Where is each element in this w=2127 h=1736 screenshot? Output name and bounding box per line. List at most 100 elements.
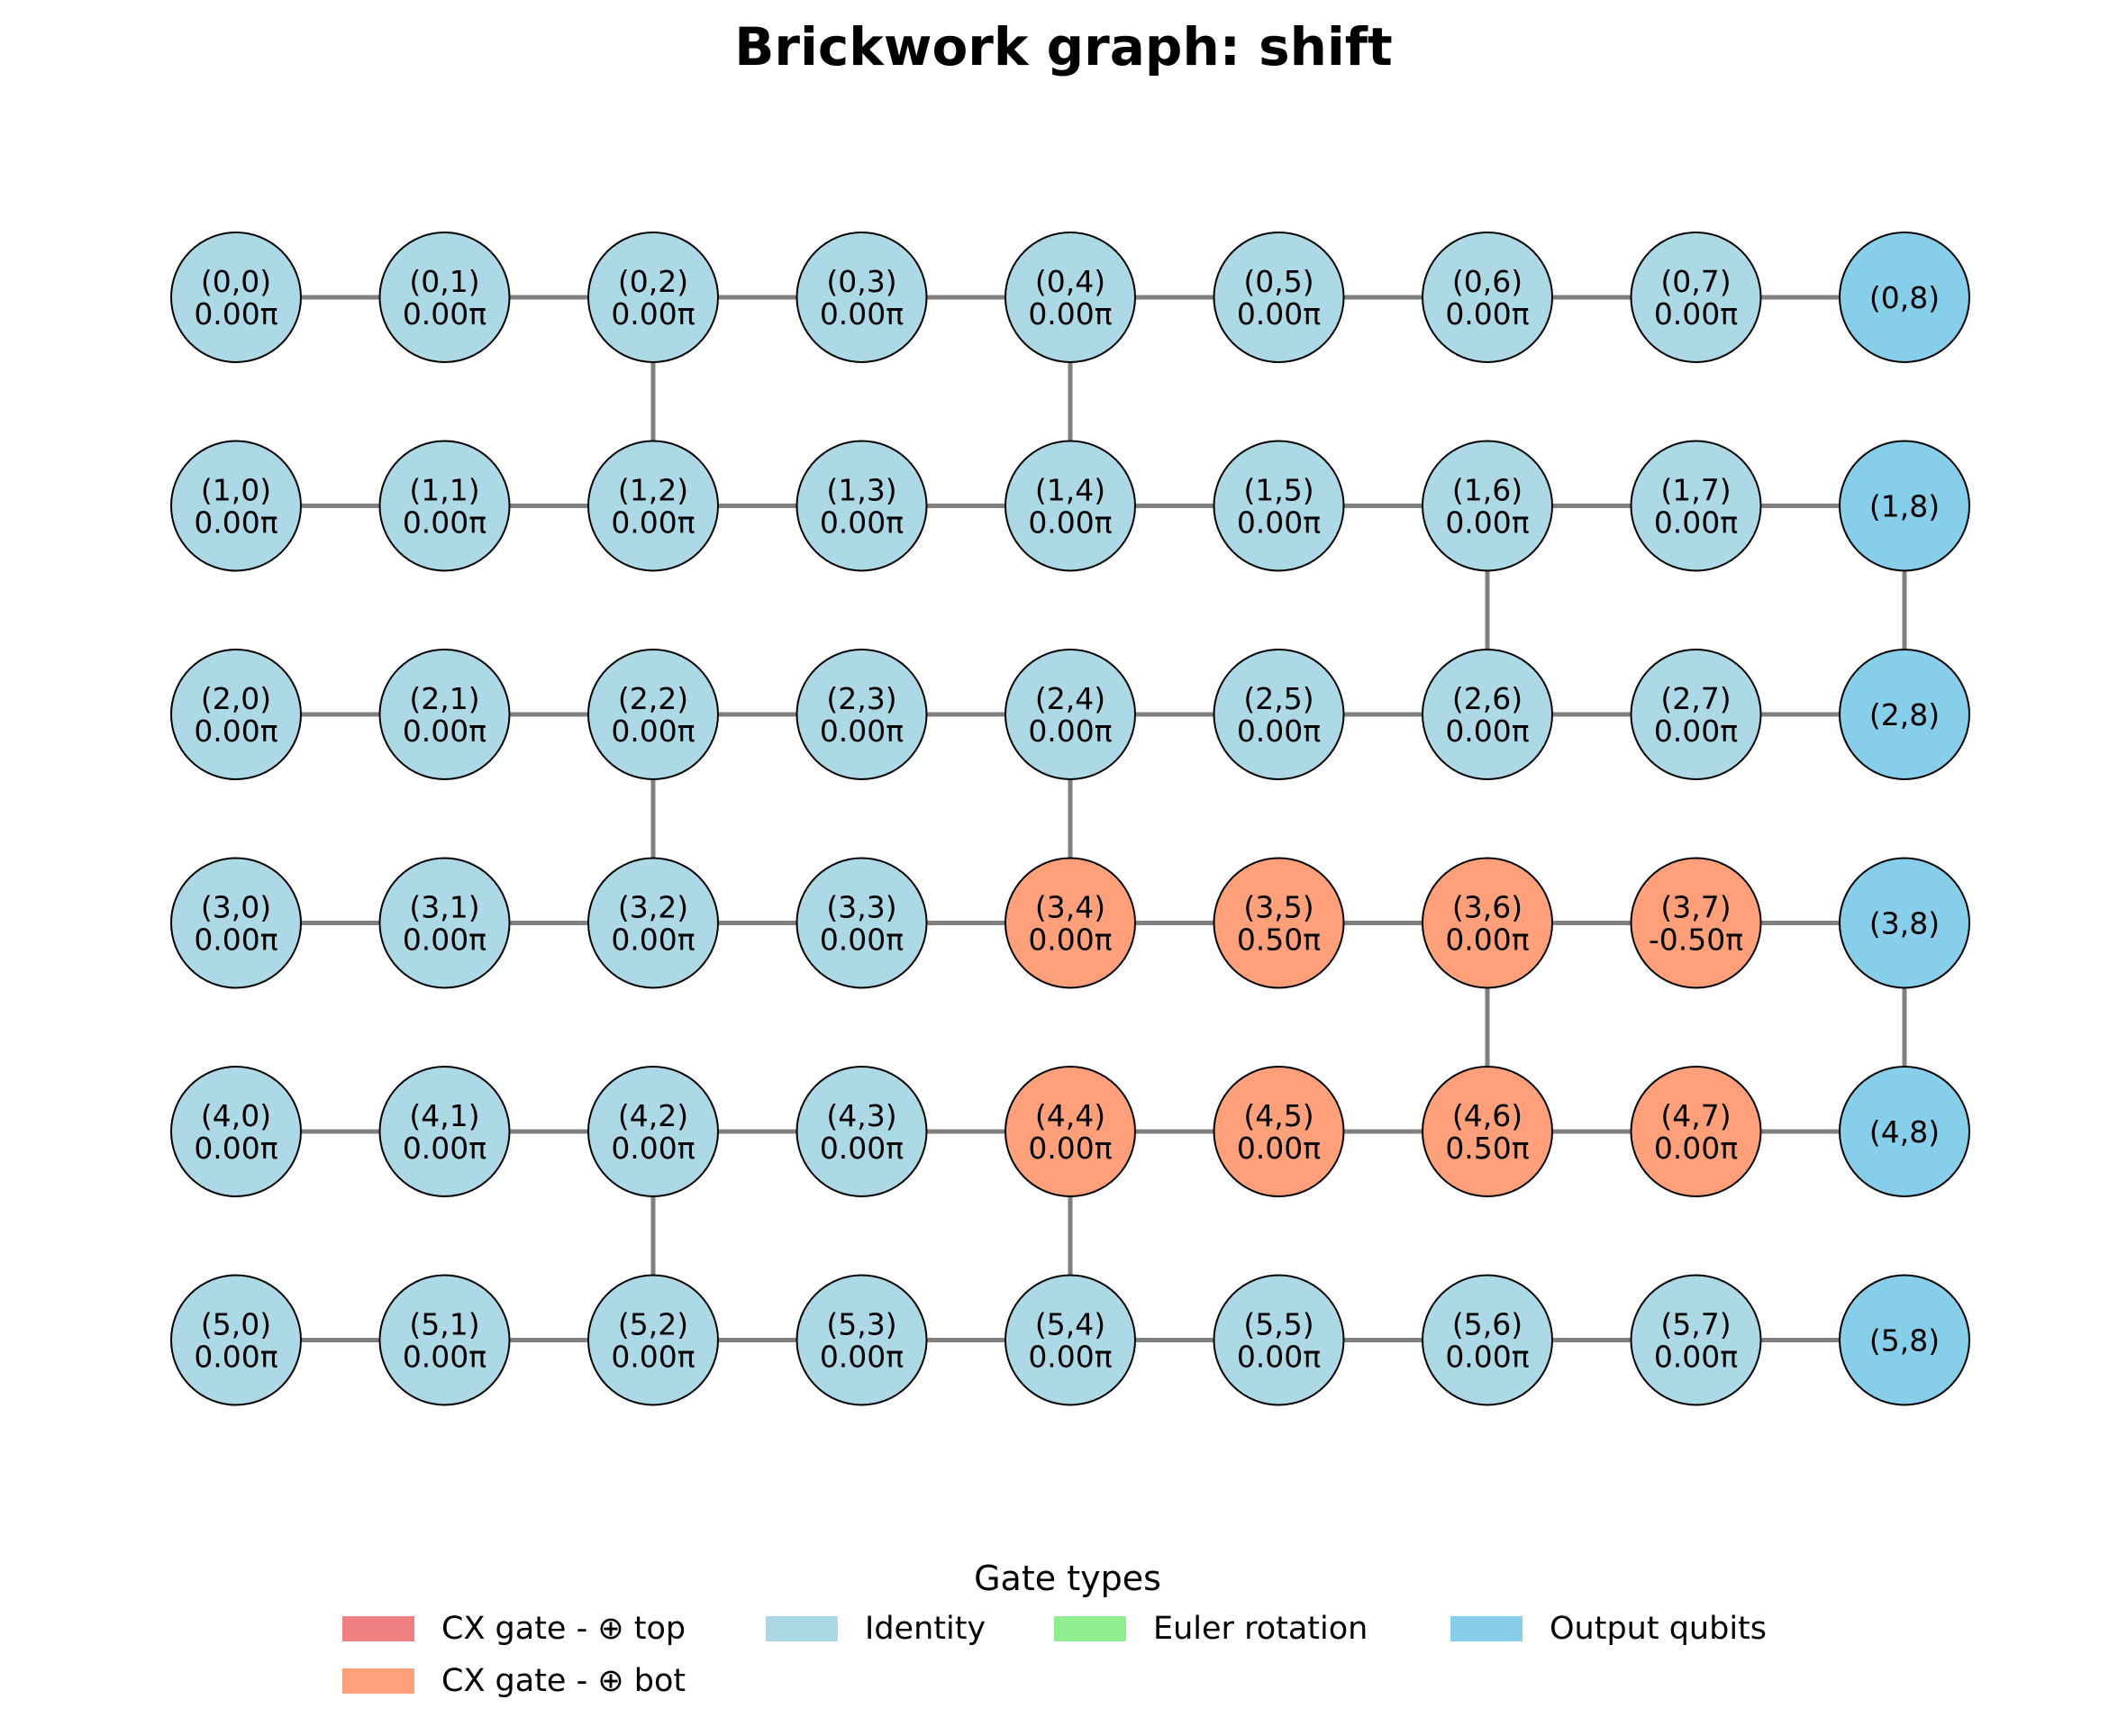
- node-coordinate-label: (1,1): [409, 473, 479, 508]
- node-coordinate-label: (0,3): [826, 264, 896, 299]
- diagram-title: Brickwork graph: shift: [734, 16, 1393, 77]
- node-coordinate-label: (1,2): [618, 473, 688, 508]
- node-angle-label: 0.00π: [1654, 1131, 1738, 1166]
- node-circle: [1213, 1066, 1345, 1197]
- node-circle: [1004, 440, 1136, 572]
- node-coordinate-label: (3,1): [409, 890, 479, 925]
- node-angle-label: 0.00π: [820, 505, 904, 541]
- node-angle-label: 0.00π: [820, 923, 904, 958]
- node-angle-label: 0.00π: [1028, 713, 1112, 749]
- legend: Gate types CX gate - ⊕ top Identity Eule…: [342, 1559, 1811, 1699]
- node-angle-label: 0.00π: [1028, 296, 1112, 332]
- legend-label-output: Output qubits: [1550, 1611, 1768, 1647]
- node-circle: [1213, 232, 1345, 363]
- node-coordinate-label: (5,7): [1660, 1307, 1731, 1342]
- node-coordinate-label: (0,0): [201, 264, 271, 299]
- node-angle-label: 0.00π: [194, 296, 277, 332]
- node-circle: [1004, 232, 1136, 363]
- node-angle-label: 0.00π: [194, 1340, 277, 1375]
- node-angle-label: 0.00π: [194, 923, 277, 958]
- node-angle-label: 0.00π: [1237, 1340, 1321, 1375]
- node-angle-label: 0.00π: [1028, 1340, 1112, 1375]
- node-5-6: (5,6)0.00π: [1422, 1274, 1553, 1406]
- node-angle-label: 0.00π: [1028, 505, 1112, 541]
- node-angle-label: 0.50π: [1445, 1131, 1529, 1166]
- node-circle: [378, 1066, 511, 1197]
- node-coordinate-label: (5,1): [409, 1307, 479, 1342]
- node-1-4: (1,4)0.00π: [1004, 440, 1136, 572]
- node-angle-label: 0.00π: [820, 1131, 904, 1166]
- node-circle: [1004, 1274, 1136, 1406]
- node-4-0: (4,0)0.00π: [170, 1066, 302, 1197]
- node-circle: [795, 440, 928, 572]
- legend-item-euler: Euler rotation: [1054, 1611, 1450, 1647]
- node-3-5: (3,5)0.50π: [1213, 857, 1345, 989]
- legend-label-identity: Identity: [865, 1611, 986, 1647]
- node-coordinate-label: (0,7): [1660, 264, 1731, 299]
- node-circle: [1839, 1066, 1970, 1197]
- brickwork-graph: (0,0)0.00π(0,1)0.00π(0,2)0.00π(0,3)0.00π…: [170, 232, 1970, 1406]
- node-circle: [1630, 649, 1762, 780]
- node-0-3: (0,3)0.00π: [795, 232, 928, 363]
- node-coordinate-label: (3,2): [618, 890, 688, 925]
- node-angle-label: 0.00π: [820, 713, 904, 749]
- legend-label-euler: Euler rotation: [1153, 1611, 1368, 1647]
- node-coordinate-label: (5,8): [1869, 1323, 1940, 1359]
- node-5-3: (5,3)0.00π: [795, 1274, 928, 1406]
- legend-grid: CX gate - ⊕ top Identity Euler rotation …: [342, 1611, 1811, 1699]
- node-angle-label: 0.00π: [1028, 923, 1112, 958]
- node-4-4: (4,4)0.00π: [1004, 1066, 1136, 1197]
- node-circle: [378, 1274, 511, 1406]
- node-5-1: (5,1)0.00π: [378, 1274, 511, 1406]
- node-2-7: (2,7)0.00π: [1630, 649, 1762, 780]
- node-angle-label: 0.00π: [611, 1131, 695, 1166]
- node-circle: [1004, 857, 1136, 989]
- node-angle-label: 0.00π: [1028, 1131, 1112, 1166]
- node-coordinate-label: (2,2): [618, 681, 688, 716]
- node-circle: [1630, 857, 1762, 989]
- legend-swatch-cx-top: [342, 1616, 414, 1641]
- node-coordinate-label: (4,6): [1452, 1098, 1523, 1133]
- node-circle: [1839, 232, 1970, 363]
- node-coordinate-label: (3,6): [1452, 890, 1523, 925]
- node-0-2: (0,2)0.00π: [587, 232, 719, 363]
- node-2-5: (2,5)0.00π: [1213, 649, 1345, 780]
- node-5-2: (5,2)0.00π: [587, 1274, 719, 1406]
- node-coordinate-label: (2,0): [201, 681, 271, 716]
- node-circle: [1630, 440, 1762, 572]
- node-coordinate-label: (2,5): [1243, 681, 1313, 716]
- node-circle: [795, 857, 928, 989]
- node-4-8: (4,8): [1839, 1066, 1970, 1197]
- node-coordinate-label: (4,3): [826, 1098, 896, 1133]
- node-coordinate-label: (3,0): [201, 890, 271, 925]
- node-angle-label: 0.00π: [194, 505, 277, 541]
- node-coordinate-label: (4,2): [618, 1098, 688, 1133]
- legend-item-identity: Identity: [766, 1611, 1054, 1647]
- node-2-8: (2,8): [1839, 649, 1970, 780]
- node-circle: [378, 857, 511, 989]
- node-angle-label: 0.50π: [1237, 923, 1321, 958]
- node-4-3: (4,3)0.00π: [795, 1066, 928, 1197]
- node-0-5: (0,5)0.00π: [1213, 232, 1345, 363]
- node-coordinate-label: (1,6): [1452, 473, 1523, 508]
- node-circle: [587, 1066, 719, 1197]
- node-circle: [587, 440, 719, 572]
- node-angle-label: 0.00π: [1237, 713, 1321, 749]
- node-angle-label: 0.00π: [194, 1131, 277, 1166]
- node-circle: [587, 232, 719, 363]
- node-circle: [1422, 857, 1553, 989]
- node-5-0: (5,0)0.00π: [170, 1274, 302, 1406]
- node-circle: [1630, 232, 1762, 363]
- node-coordinate-label: (2,8): [1869, 697, 1940, 732]
- node-2-1: (2,1)0.00π: [378, 649, 511, 780]
- node-3-3: (3,3)0.00π: [795, 857, 928, 989]
- node-coordinate-label: (3,3): [826, 890, 896, 925]
- node-coordinate-label: (4,0): [201, 1098, 271, 1133]
- node-circle: [795, 1274, 928, 1406]
- node-coordinate-label: (3,7): [1660, 890, 1731, 925]
- node-angle-label: 0.00π: [1237, 1131, 1321, 1166]
- node-1-0: (1,0)0.00π: [170, 440, 302, 572]
- node-0-7: (0,7)0.00π: [1630, 232, 1762, 363]
- node-2-3: (2,3)0.00π: [795, 649, 928, 780]
- node-circle: [378, 232, 511, 363]
